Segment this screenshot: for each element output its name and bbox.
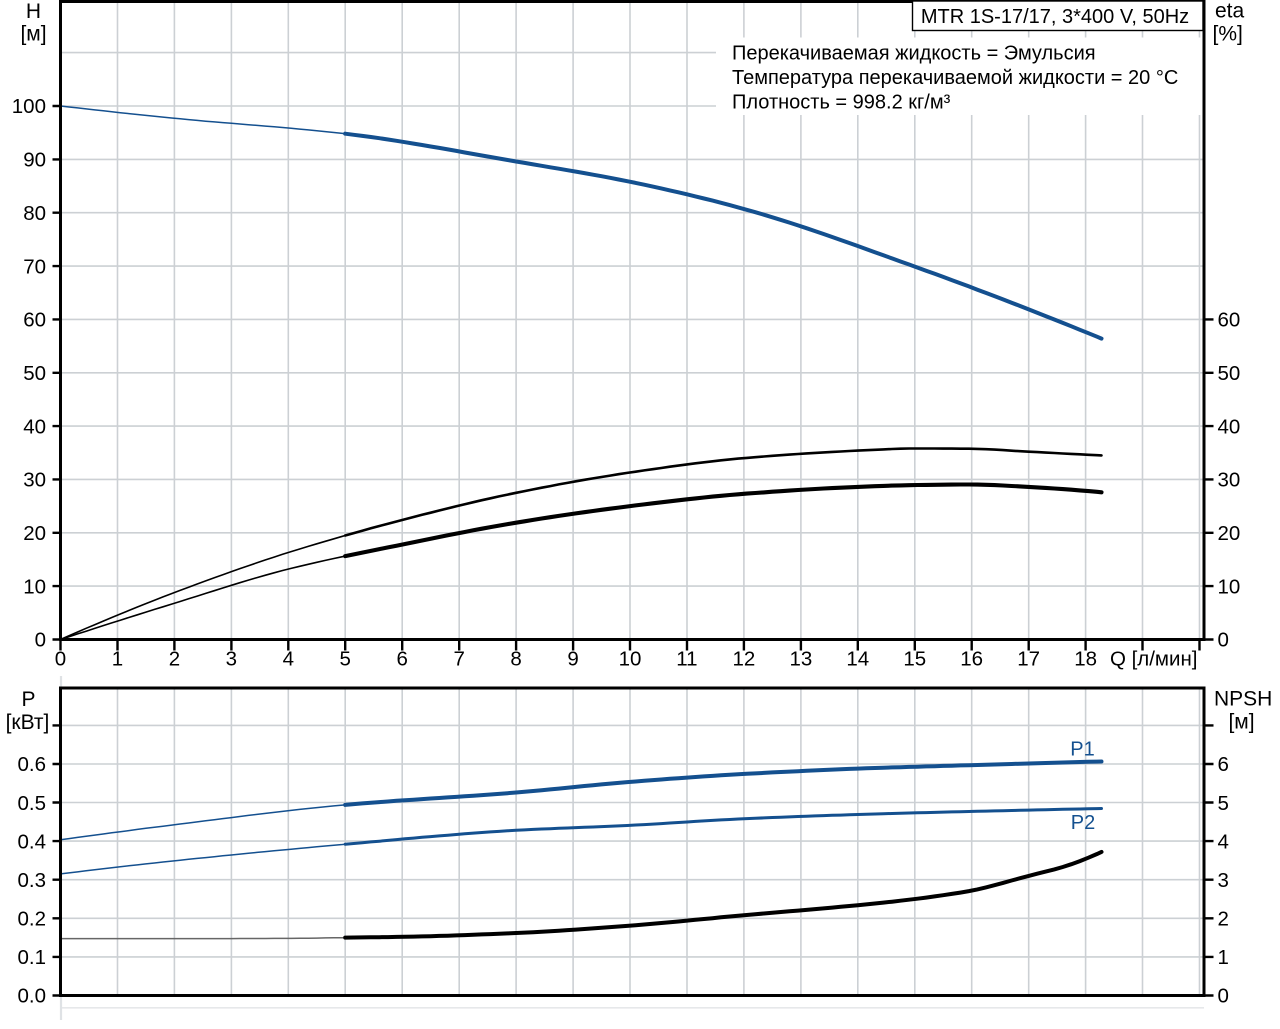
svg-text:2: 2 xyxy=(169,648,180,671)
svg-text:90: 90 xyxy=(23,149,46,172)
svg-text:18: 18 xyxy=(1074,648,1097,671)
svg-text:[%]: [%] xyxy=(1213,23,1243,46)
svg-text:1: 1 xyxy=(112,648,123,671)
svg-text:60: 60 xyxy=(23,309,46,332)
svg-text:11: 11 xyxy=(676,648,697,671)
svg-text:7: 7 xyxy=(453,648,464,671)
svg-text:70: 70 xyxy=(23,255,46,278)
svg-text:0: 0 xyxy=(1218,629,1229,652)
svg-text:17: 17 xyxy=(1017,648,1040,671)
svg-text:20: 20 xyxy=(23,522,46,545)
svg-text:80: 80 xyxy=(23,202,46,225)
svg-text:P1: P1 xyxy=(1070,739,1094,761)
svg-text:eta: eta xyxy=(1215,0,1245,23)
svg-text:4: 4 xyxy=(283,648,294,671)
svg-text:[кВт]: [кВт] xyxy=(6,711,50,734)
svg-text:0.2: 0.2 xyxy=(18,908,47,931)
svg-text:0.6: 0.6 xyxy=(18,753,47,776)
svg-text:3: 3 xyxy=(226,648,237,671)
svg-text:4: 4 xyxy=(1218,830,1229,853)
svg-text:0.5: 0.5 xyxy=(18,792,47,815)
svg-text:100: 100 xyxy=(12,95,46,118)
svg-text:1: 1 xyxy=(1218,946,1229,969)
svg-text:Q [л/мин]: Q [л/мин] xyxy=(1110,648,1198,671)
svg-text:50: 50 xyxy=(23,362,46,385)
svg-text:10: 10 xyxy=(1218,575,1241,598)
svg-text:10: 10 xyxy=(23,575,46,598)
svg-text:6: 6 xyxy=(1218,753,1229,776)
svg-text:15: 15 xyxy=(903,648,926,671)
svg-text:5: 5 xyxy=(1218,792,1229,815)
svg-text:2: 2 xyxy=(1218,908,1229,931)
svg-text:MTR 1S-17/17, 3*400 V, 50Hz: MTR 1S-17/17, 3*400 V, 50Hz xyxy=(921,6,1189,28)
svg-text:13: 13 xyxy=(789,648,812,671)
svg-text:0: 0 xyxy=(35,629,46,652)
svg-text:12: 12 xyxy=(732,648,755,671)
svg-text:Перекачиваемая жидкость = Эмул: Перекачиваемая жидкость = Эмульсия xyxy=(732,43,1096,65)
svg-text:Плотность = 998.2 кг/м³: Плотность = 998.2 кг/м³ xyxy=(732,91,951,113)
svg-text:40: 40 xyxy=(23,415,46,438)
svg-text:30: 30 xyxy=(1218,469,1241,492)
svg-text:9: 9 xyxy=(567,648,578,671)
svg-text:0.0: 0.0 xyxy=(18,985,47,1008)
svg-text:P: P xyxy=(21,688,35,711)
svg-text:0.4: 0.4 xyxy=(18,830,47,853)
svg-text:6: 6 xyxy=(396,648,407,671)
svg-text:40: 40 xyxy=(1218,415,1241,438)
svg-text:30: 30 xyxy=(23,469,46,492)
svg-text:0: 0 xyxy=(1218,985,1229,1008)
svg-text:20: 20 xyxy=(1218,522,1241,545)
svg-text:8: 8 xyxy=(510,648,521,671)
svg-text:10: 10 xyxy=(619,648,642,671)
svg-text:H: H xyxy=(26,0,41,23)
svg-text:16: 16 xyxy=(960,648,983,671)
svg-text:14: 14 xyxy=(846,648,869,671)
svg-text:P2: P2 xyxy=(1071,812,1095,834)
svg-text:NPSH: NPSH xyxy=(1214,688,1272,711)
svg-text:3: 3 xyxy=(1218,869,1229,892)
svg-text:0.1: 0.1 xyxy=(18,946,47,969)
svg-text:0.3: 0.3 xyxy=(18,869,47,892)
svg-text:[м]: [м] xyxy=(1228,711,1254,734)
svg-text:60: 60 xyxy=(1218,309,1241,332)
svg-text:Температура перекачиваемой жид: Температура перекачиваемой жидкости = 20… xyxy=(732,67,1178,89)
svg-text:50: 50 xyxy=(1218,362,1241,385)
svg-text:[м]: [м] xyxy=(20,23,46,46)
svg-text:0: 0 xyxy=(55,648,66,671)
svg-text:5: 5 xyxy=(340,648,351,671)
